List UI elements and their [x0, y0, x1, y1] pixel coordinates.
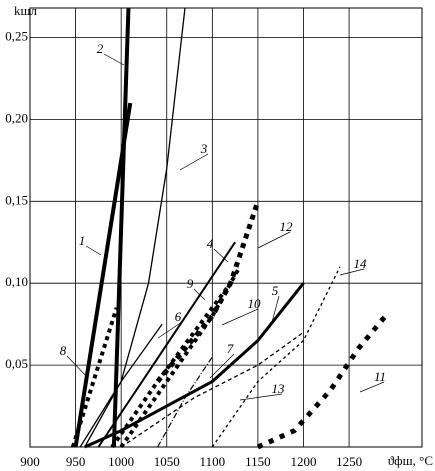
leader-line — [239, 393, 283, 401]
x-tick-label: 1050 — [154, 454, 180, 469]
leader-line — [359, 381, 385, 393]
series-line — [157, 356, 213, 448]
y-tick-label: 0,15 — [5, 192, 28, 207]
series-line — [79, 323, 163, 448]
series-label: 12 — [280, 219, 294, 234]
leader-line — [209, 353, 235, 379]
series-label: 14 — [354, 256, 368, 271]
leader-line — [85, 245, 102, 256]
series-label: 5 — [272, 283, 279, 298]
series-line — [111, 7, 131, 448]
series-line — [70, 307, 119, 448]
plot-frame — [29, 7, 423, 448]
leader-line — [339, 268, 365, 276]
leader-line — [271, 295, 280, 323]
leader-line — [213, 248, 229, 263]
series-line — [110, 282, 233, 449]
x-tick-label: 1250 — [336, 454, 362, 469]
series-line — [120, 331, 304, 448]
y-axis-label: kшл — [14, 3, 38, 18]
series-label: 10 — [248, 296, 262, 311]
y-tick-label: 0,25 — [5, 28, 28, 43]
leader-line — [103, 53, 125, 66]
x-tick-label: 1000 — [108, 454, 134, 469]
x-tick-label: 950 — [66, 454, 86, 469]
series-label: 6 — [175, 309, 182, 324]
series-line — [155, 200, 261, 384]
leader-line — [257, 231, 291, 249]
series-label: 2 — [97, 41, 104, 56]
series-line — [97, 241, 236, 448]
series-line — [211, 266, 341, 448]
leader-line — [66, 355, 89, 379]
series-label: 4 — [207, 236, 214, 251]
y-tick-label: 0,10 — [5, 274, 28, 289]
series-label: 3 — [200, 141, 208, 156]
series-label: 8 — [60, 343, 67, 358]
leader-line — [221, 308, 259, 326]
x-tick-label: 1100 — [200, 454, 226, 469]
leader-line — [193, 288, 206, 301]
series-line — [256, 314, 388, 450]
x-tick-label: 900 — [20, 454, 40, 469]
series-line — [84, 282, 305, 449]
x-axis-label: ϑфш, °C — [388, 453, 433, 468]
series-label: 13 — [272, 381, 286, 396]
y-tick-label: 0,20 — [5, 110, 28, 125]
x-tick-label: 1200 — [290, 454, 316, 469]
series-label: 7 — [227, 341, 234, 356]
y-tick-label: 0,05 — [5, 356, 28, 371]
leader-line — [179, 153, 209, 171]
series-label: 1 — [79, 233, 86, 248]
series-line — [73, 102, 133, 448]
leader-line — [157, 321, 183, 339]
series-label: 11 — [374, 369, 386, 384]
series-label: 9 — [187, 276, 194, 291]
x-tick-label: 1150 — [245, 454, 271, 469]
series-line — [84, 7, 186, 448]
